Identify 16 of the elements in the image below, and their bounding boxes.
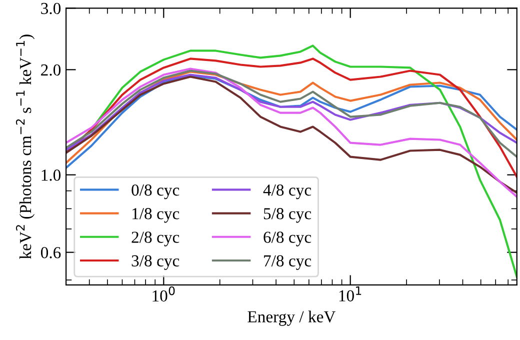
y-tick-label: 0.6 [40, 247, 61, 258]
legend-label: 0/8 cyc [132, 184, 180, 200]
legend-label: 4/8 cyc [263, 184, 312, 200]
legend-label: 3/8 cyc [132, 255, 180, 270]
legend-label: 7/8 cyc [264, 255, 312, 270]
y-tick-label: 3.0 [41, 2, 61, 14]
x-tick-label: 10$^{1}$ [339, 286, 362, 302]
y-tick-label: 2.0 [41, 64, 61, 76]
y-tick-label: 1.0 [42, 170, 61, 181]
x-axis-title: Energy / keV [248, 310, 336, 326]
legend-label: 1/8 cyc [132, 208, 180, 223]
legend-label: 5/8 cyc [264, 208, 312, 223]
x-tick-label: 10$^{0}$ [152, 286, 175, 302]
legend-label: 2/8 cyc [132, 232, 180, 246]
legend-label: 6/8 cyc [264, 232, 312, 246]
text: keV$^{2}$ (Photons cm$^{−2}$ s$^{−1}$ keV$^{−1}$) [16, 34, 35, 259]
